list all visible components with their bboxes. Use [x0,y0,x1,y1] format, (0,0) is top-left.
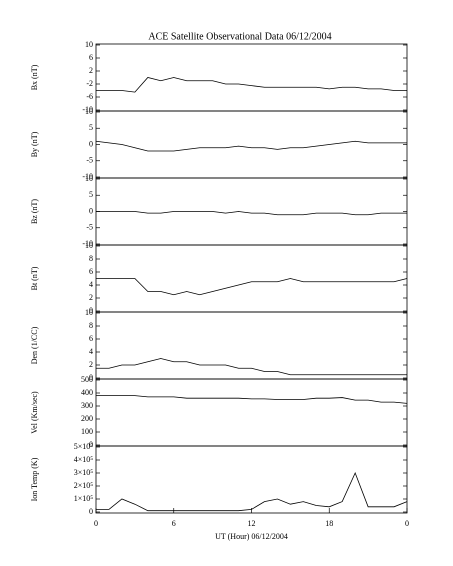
y-tick-label: 10 [85,241,93,250]
y-tick-label: 2 [89,360,93,369]
data-line [95,140,407,152]
y-tick-label: 100 [81,427,93,436]
y-tick-label: -10 [82,239,93,248]
x-tick-label: 0 [94,519,98,528]
x-tick-label: 18 [325,519,333,528]
y-tick-label: 2×10⁵ [74,481,94,490]
x-tick-label: 0 [405,519,409,528]
y-tick-label: 6 [89,334,93,343]
y-tick-label: 6 [89,267,93,276]
y-tick-label: 200 [81,414,93,423]
y-axis-label: By (nT) [30,131,39,157]
y-tick-label: 300 [81,401,93,410]
y-tick-label: 0 [89,440,93,449]
y-tick-label: -6 [86,92,93,101]
chart-title: ACE Satellite Observational Data 06/12/2… [148,31,331,42]
y-tick-label: 4 [89,347,93,356]
y-tick-label: 5×10⁵ [74,442,94,451]
data-line [96,77,407,93]
y-tick-label: 10 [85,308,93,317]
y-tick-label: 0 [89,373,93,382]
y-tick-label: 2 [89,293,93,302]
data-line [96,278,408,296]
y-tick-label: 0 [89,206,93,215]
y-axis-label: Ion Temp (K) [30,457,39,501]
y-tick-label: 5 [89,123,93,132]
y-tick-label: 0 [89,507,93,516]
y-tick-label: 0 [89,306,93,315]
y-tick-label: 8 [89,254,93,263]
y-axis-label: Den (1/CC) [30,326,39,364]
x-axis-label: UT (Hour) 06/12/2004 [215,532,288,541]
y-tick-label: -5 [86,223,93,232]
y-tick-label: 4 [89,280,93,289]
y-tick-label: 8 [89,321,93,330]
y-tick-label: 400 [81,388,93,397]
y-tick-label: -2 [86,79,93,88]
y-tick-label: 3×10⁵ [74,468,94,477]
y-tick-label: -10 [82,172,93,181]
y-tick-label: 10 [85,107,93,116]
y-axis-label: Vel (Km/sec) [30,391,39,434]
y-tick-label: 1×10⁵ [74,494,94,503]
data-line [96,395,408,404]
y-axis-label: Bt (nT) [30,266,39,290]
x-tick-label: 6 [172,519,176,528]
y-tick-label: 6 [89,53,93,62]
y-tick-label: 2 [89,66,93,75]
data-line [96,211,407,216]
x-tick-label: 12 [248,519,256,528]
data-line [96,358,407,376]
y-tick-label: 10 [85,174,93,183]
y-tick-label: 10 [85,40,93,49]
data-line [96,471,408,512]
y-tick-label: -10 [82,105,93,114]
y-tick-label: 4×10⁵ [74,455,94,464]
y-tick-label: 0 [89,139,93,148]
y-axis-label: Bx (nT) [30,64,39,90]
y-axis-label: Bz (nT) [30,199,39,224]
y-tick-label: -5 [86,156,93,165]
y-tick-label: 500 [81,375,93,384]
y-tick-label: 5 [89,190,93,199]
